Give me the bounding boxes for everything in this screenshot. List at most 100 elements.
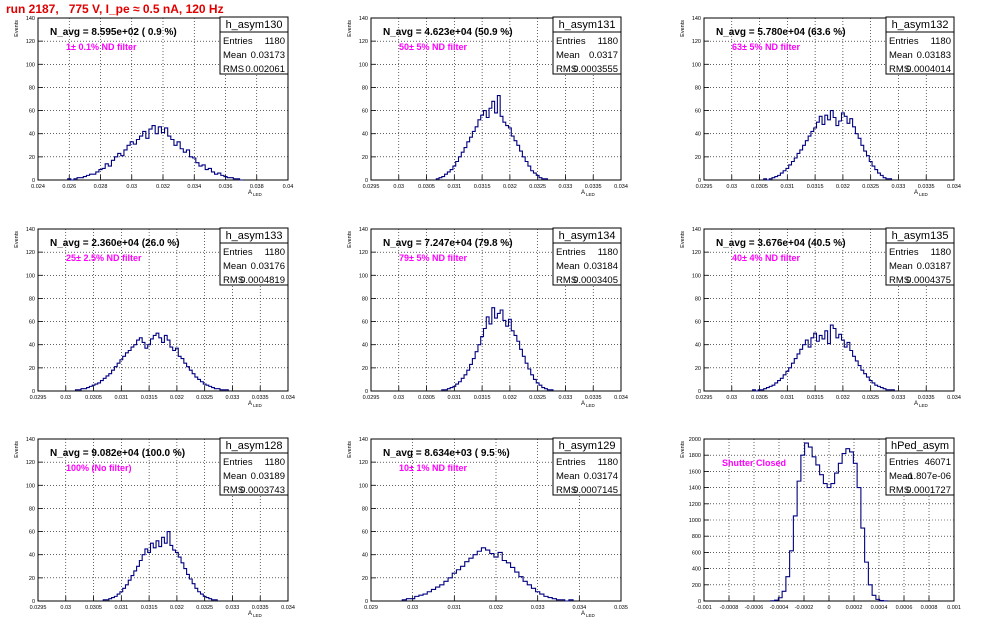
stats-label-rms: RMS [556,64,577,75]
filter-label: 79± 5% ND filter [399,253,467,263]
stats-histogram-name: h_asym130 [226,19,283,31]
navg-label: N_avg = 2.360e+04 (26.0 %) [50,238,180,249]
x-tick-label: 0.0325 [196,395,213,401]
x-tick-label: 0.032 [836,184,850,190]
stats-value-entries: 1180 [265,457,285,468]
x-axis-label: ALED [248,611,263,618]
x-tick-label: 0.0004 [871,605,888,611]
x-tick-label: 0.0295 [30,395,47,401]
filter-label: Shutter Closed [722,458,786,468]
x-tick-label: 0.032 [156,184,170,190]
stats-value-rms: 0.0003405 [573,275,618,286]
y-tick-label: 20 [362,366,368,372]
x-axis-label: ALED [914,401,929,408]
stats-box [552,16,622,75]
x-tick-label: 0.0315 [141,605,158,611]
x-tick-label: 0.03 [60,605,71,611]
histogram-series-h_asym132 [763,110,893,181]
x-axis-label: ALED [248,190,263,197]
stats-value-entries: 1180 [598,457,618,468]
filter-label: 40± 4% ND filter [732,253,800,263]
y-tick-label: 80 [362,296,368,302]
x-tick-label: 0.033 [531,605,545,611]
x-tick-label: 0.0295 [363,184,380,190]
stats-value-mean: 0.03184 [584,261,618,272]
x-tick-label: 0.033 [892,395,906,401]
x-tick-label: 0.034 [947,184,961,190]
x-tick-label: 0.0305 [418,395,435,401]
y-tick-label: 80 [695,85,701,91]
y-tick-label: 60 [695,109,701,115]
y-tick-label: 80 [362,85,368,91]
stats-label-rms: RMS [223,485,244,496]
x-tick-label: 0.03 [393,184,404,190]
y-tick-label: 20 [29,155,35,161]
stats-value-entries: 1180 [265,36,285,47]
stats-box [885,437,955,496]
y-tick-label: 40 [29,553,35,559]
y-tick-label: 40 [29,343,35,349]
x-tick-label: 0.0335 [252,605,269,611]
y-tick-label: 0 [365,389,368,395]
histogram-panel-h_asym128: 0 20 40 60 80 100 120 140 0.0295 0.03 0.0305 0.031 0… [14,437,295,618]
y-tick-label: 0 [365,178,368,184]
y-tick-label: 140 [26,437,35,443]
filter-label: 25± 2.5% ND filter [66,253,142,263]
stats-histogram-name: h_asym133 [226,230,283,242]
navg-label: N_avg = 7.247e+04 (79.8 %) [383,238,513,249]
stats-value-rms: 0.0004014 [906,64,951,75]
y-tick-label: 20 [362,155,368,161]
x-axis-label: ALED [914,190,929,197]
x-tick-label: 0.0305 [751,184,768,190]
y-tick-label: 80 [29,506,35,512]
y-tick-label: 0 [698,178,701,184]
x-tick-label: 0.0325 [529,395,546,401]
y-tick-label: 0 [32,178,35,184]
x-tick-label: 0.03 [726,395,737,401]
x-tick-label: 0.031 [447,184,461,190]
y-tick-label: 120 [692,39,701,45]
y-tick-label: 80 [695,296,701,302]
navg-label: N_avg = 3.676e+04 (40.5 %) [716,238,846,249]
y-tick-label: 0 [32,599,35,605]
x-tick-label: 0.03 [60,395,71,401]
x-tick-label: 0.031 [780,395,794,401]
navg-label: N_avg = 8.634e+03 ( 9.5 %) [383,448,510,459]
histogram-series-h_asym128 [102,531,218,601]
x-tick-label: 0.0335 [918,395,935,401]
y-tick-label: 140 [692,227,701,233]
x-tick-label: 0.032 [489,605,503,611]
y-tick-label: 60 [362,530,368,536]
stats-label-rms: RMS [223,275,244,286]
histogram-series-h_asym134 [441,307,554,391]
stats-value-rms: 0.0003555 [573,64,618,75]
y-tick-label: 40 [362,553,368,559]
x-tick-label: 0.032 [503,395,517,401]
stats-box [552,437,622,496]
histogram-panel-h_asym135: 0 20 40 60 80 100 120 140 0.0295 0.03 0.0305 0.031 0… [680,227,961,408]
x-tick-label: 0.029 [364,605,378,611]
histogram-panel-hPed_asym: 0 200 400 600 800 1000 1200 1400 1600 1800 2000 -0.… [680,437,961,611]
y-axis-label: Events [14,20,20,37]
y-axis-label: Events [680,231,686,248]
stats-value-mean: 0.03176 [251,261,285,272]
stats-box [219,16,289,75]
y-tick-label: 60 [695,320,701,326]
stats-label-mean: Mean [223,50,247,61]
y-tick-label: 1000 [689,518,701,524]
x-tick-label: 0.028 [94,184,108,190]
x-tick-label: -0.0006 [745,605,764,611]
y-tick-label: 600 [692,550,701,556]
y-tick-label: 800 [692,534,701,540]
stats-label-entries: Entries [556,457,586,468]
stats-label-entries: Entries [223,457,253,468]
x-tick-label: 0.034 [614,395,628,401]
x-tick-label: 0.034 [281,395,295,401]
x-tick-label: 0.033 [226,605,240,611]
x-tick-label: 0.0315 [807,184,824,190]
filter-label: 100% (No filter) [66,463,132,473]
x-tick-label: 0.033 [559,184,573,190]
y-tick-label: 100 [692,273,701,279]
stats-label-mean: Mean [556,50,580,61]
stats-value-mean: 0.0317 [589,50,618,61]
